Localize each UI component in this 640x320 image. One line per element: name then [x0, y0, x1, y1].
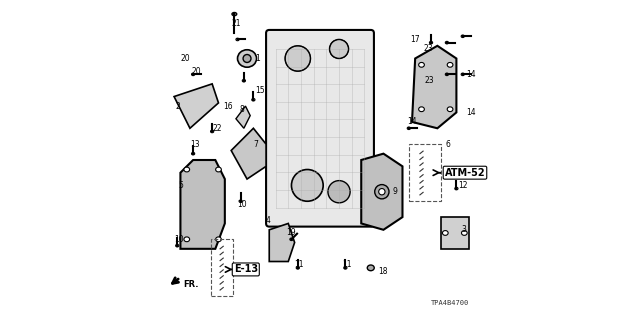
Ellipse shape	[407, 127, 410, 130]
Ellipse shape	[184, 167, 189, 172]
Bar	[211, 239, 233, 296]
Ellipse shape	[296, 267, 300, 269]
Text: 20: 20	[191, 67, 201, 76]
Polygon shape	[174, 84, 218, 128]
Text: 17: 17	[410, 35, 420, 44]
Ellipse shape	[232, 12, 237, 16]
Ellipse shape	[216, 237, 221, 242]
Ellipse shape	[461, 231, 467, 235]
Ellipse shape	[191, 152, 195, 155]
Text: 11: 11	[342, 260, 352, 269]
Ellipse shape	[290, 238, 293, 241]
Polygon shape	[269, 223, 294, 261]
Ellipse shape	[291, 170, 323, 201]
Ellipse shape	[330, 39, 349, 59]
Text: 21: 21	[231, 19, 241, 28]
Ellipse shape	[442, 231, 448, 235]
Ellipse shape	[447, 107, 453, 112]
Text: 10: 10	[174, 235, 184, 244]
Polygon shape	[231, 128, 266, 179]
Text: 13: 13	[190, 140, 200, 148]
Ellipse shape	[243, 79, 246, 82]
Text: 2: 2	[175, 101, 180, 111]
Text: 8: 8	[239, 105, 244, 114]
Bar	[409, 144, 440, 201]
Ellipse shape	[445, 41, 449, 44]
Ellipse shape	[239, 200, 243, 203]
Ellipse shape	[175, 244, 179, 247]
Ellipse shape	[445, 73, 449, 76]
Polygon shape	[412, 46, 456, 128]
Ellipse shape	[191, 73, 195, 76]
Ellipse shape	[216, 167, 221, 172]
Text: 15: 15	[255, 86, 264, 95]
Ellipse shape	[236, 38, 239, 41]
Ellipse shape	[461, 35, 465, 37]
Text: 9: 9	[393, 187, 398, 196]
Ellipse shape	[344, 267, 347, 269]
FancyBboxPatch shape	[266, 30, 374, 227]
Ellipse shape	[184, 237, 189, 242]
Ellipse shape	[285, 46, 310, 71]
Text: 20: 20	[180, 54, 190, 63]
Ellipse shape	[419, 107, 424, 112]
Text: 10: 10	[237, 200, 247, 209]
Polygon shape	[440, 217, 469, 249]
Text: 19: 19	[287, 228, 296, 237]
Ellipse shape	[419, 62, 424, 67]
Polygon shape	[236, 106, 250, 128]
Text: 14: 14	[466, 108, 476, 117]
Text: 5: 5	[179, 181, 184, 190]
Text: TPA4B4700: TPA4B4700	[431, 300, 469, 306]
Text: 11: 11	[294, 260, 304, 269]
Text: 6: 6	[445, 140, 450, 148]
Text: 18: 18	[379, 267, 388, 276]
Ellipse shape	[237, 50, 257, 67]
Ellipse shape	[252, 99, 255, 101]
Text: 7: 7	[253, 140, 259, 148]
Ellipse shape	[243, 54, 251, 62]
Ellipse shape	[367, 265, 374, 271]
Polygon shape	[361, 154, 403, 230]
Text: 23: 23	[423, 44, 433, 53]
Text: 14: 14	[407, 117, 417, 126]
Text: 4: 4	[266, 216, 271, 225]
Text: 23: 23	[425, 76, 435, 85]
Text: 1: 1	[255, 54, 260, 63]
Ellipse shape	[379, 188, 385, 195]
Text: FR.: FR.	[183, 280, 198, 289]
Text: 22: 22	[212, 124, 221, 133]
Ellipse shape	[328, 180, 350, 203]
Ellipse shape	[375, 185, 389, 199]
Text: ATM-52: ATM-52	[445, 168, 485, 178]
Polygon shape	[180, 160, 225, 249]
Text: 14: 14	[466, 70, 476, 79]
Ellipse shape	[455, 187, 458, 190]
Ellipse shape	[447, 62, 453, 67]
Ellipse shape	[429, 41, 433, 44]
Text: 3: 3	[461, 225, 466, 234]
Text: E-13: E-13	[234, 264, 258, 275]
Ellipse shape	[461, 73, 465, 76]
Text: 16: 16	[223, 101, 233, 111]
Text: 12: 12	[458, 181, 467, 190]
Ellipse shape	[211, 130, 214, 133]
